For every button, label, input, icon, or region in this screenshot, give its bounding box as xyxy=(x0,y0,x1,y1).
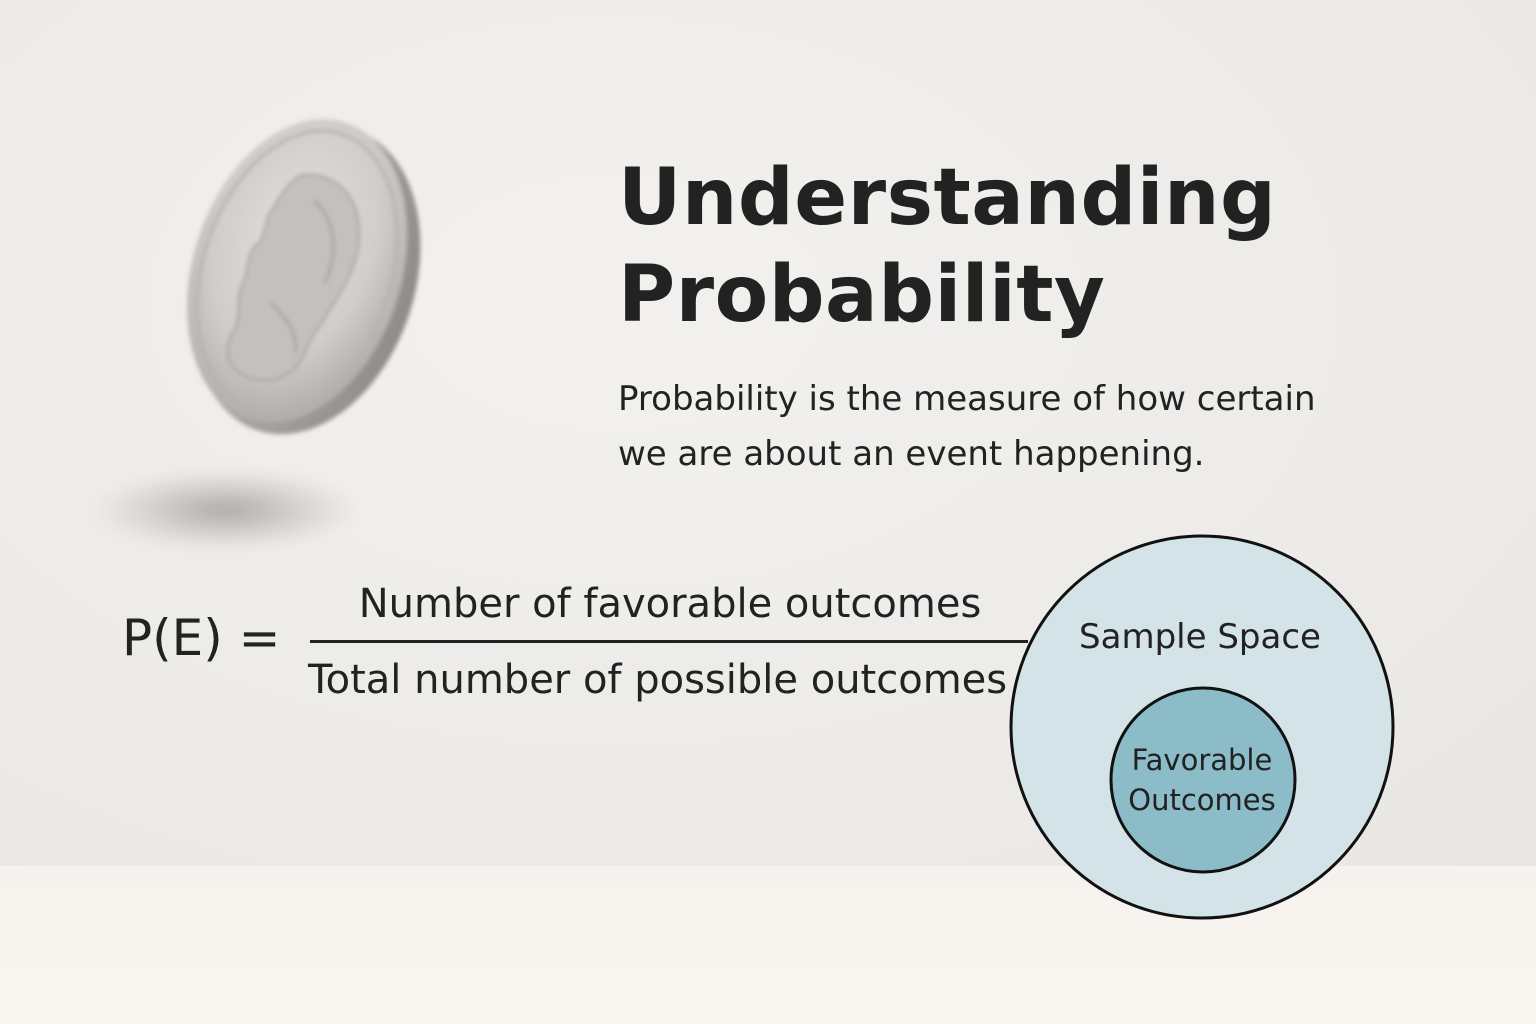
description-line-2: we are about an event happening. xyxy=(618,434,1205,474)
formula-lhs: P(E) = xyxy=(122,609,281,667)
description-line-1: Probability is the measure of how certai… xyxy=(618,379,1316,419)
favorable-label-line-1: Favorable xyxy=(1131,743,1273,777)
formula-numerator: Number of favorable outcomes xyxy=(358,581,982,627)
favorable-outcomes-circle xyxy=(1109,686,1297,874)
coin-shadow xyxy=(95,470,355,550)
fraction-bar xyxy=(310,640,1028,643)
coin-icon xyxy=(150,100,450,450)
favorable-outcomes-label: Favorable Outcomes xyxy=(1108,740,1296,820)
venn-diagram xyxy=(1009,534,1395,920)
coin-illustration xyxy=(187,119,421,435)
description: Probability is the measure of how certai… xyxy=(618,372,1418,482)
sample-space-label: Sample Space xyxy=(1079,617,1321,657)
favorable-label-line-2: Outcomes xyxy=(1128,783,1276,817)
formula-denominator: Total number of possible outcomes xyxy=(308,657,1008,703)
title-line-1: Understanding xyxy=(618,153,1277,243)
page-title: Understanding Probability xyxy=(618,150,1378,344)
title-line-2: Probability xyxy=(618,250,1106,340)
